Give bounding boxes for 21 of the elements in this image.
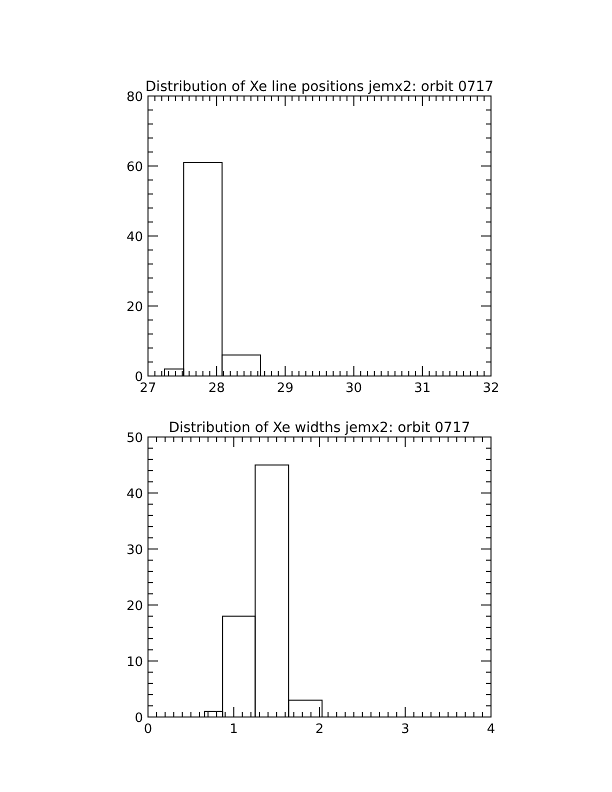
- x-tick-label: 30: [346, 381, 362, 396]
- y-tick-label: 60: [126, 160, 143, 175]
- y-tick-label: 80: [126, 90, 143, 105]
- y-tick-label: 0: [134, 711, 143, 726]
- x-tick-label: 28: [208, 381, 225, 396]
- y-tick-label: 40: [126, 230, 143, 245]
- y-tick-label: 20: [126, 300, 143, 315]
- x-tick-label: 32: [482, 381, 500, 396]
- y-tick-label: 40: [126, 487, 143, 502]
- x-tick-label: 4: [486, 722, 496, 737]
- x-tick-label: 2: [315, 722, 324, 737]
- y-tick-label: 30: [126, 543, 143, 558]
- x-tick-label: 1: [230, 722, 238, 737]
- y-tick-label: 50: [126, 431, 143, 446]
- y-tick-label: 10: [126, 655, 143, 670]
- chart-title: Distribution of Xe widths jemx2: orbit 0717: [168, 420, 470, 436]
- x-tick-label: 29: [276, 381, 294, 396]
- chart-title: Distribution of Xe line positions jemx2: orbit 0717: [145, 79, 494, 95]
- x-tick-label: 3: [401, 722, 410, 737]
- y-tick-label: 20: [126, 599, 143, 614]
- x-tick-label: 31: [414, 381, 431, 396]
